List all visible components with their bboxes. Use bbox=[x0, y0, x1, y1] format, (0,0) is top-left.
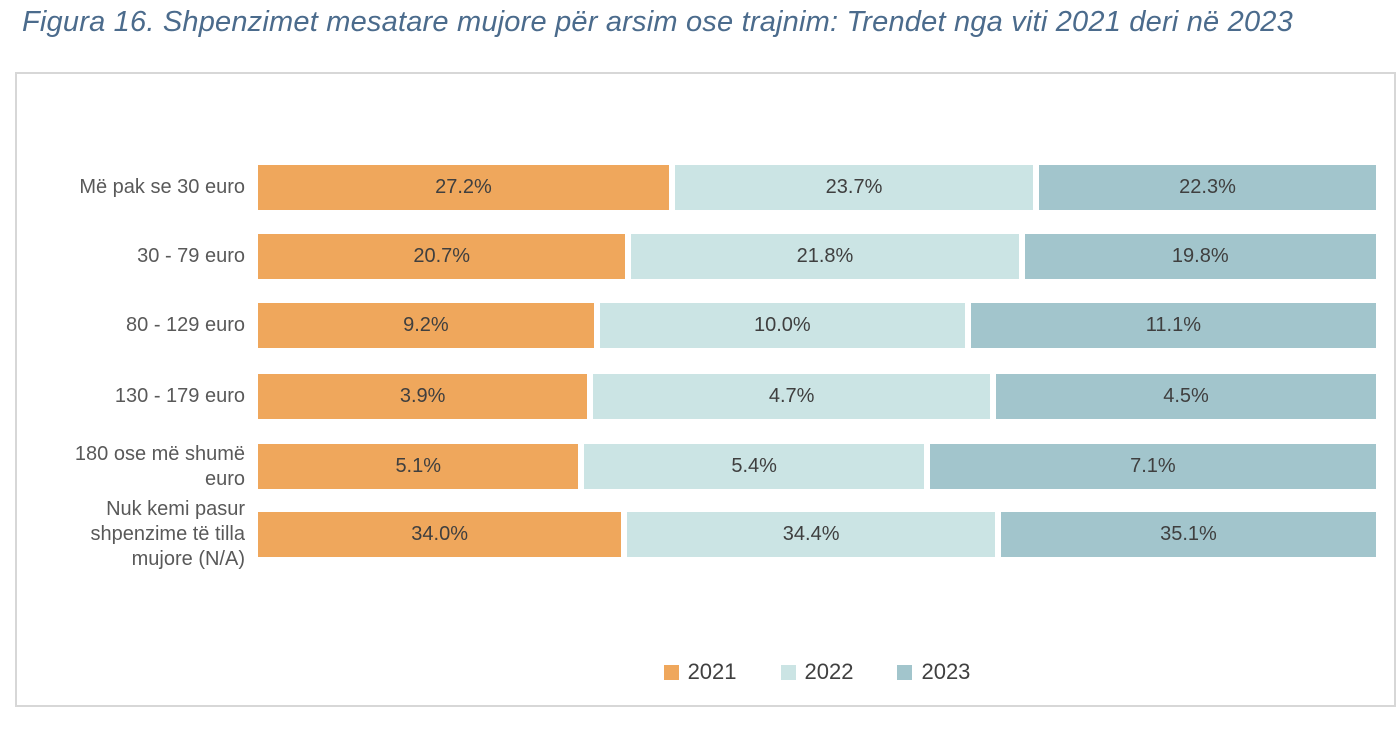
bar-segment-2022: 5.4% bbox=[584, 444, 924, 489]
value-label: 7.1% bbox=[1130, 455, 1176, 477]
legend-swatch-icon bbox=[897, 664, 913, 680]
bar-segments: 9.2% 10.0% 11.1% bbox=[258, 303, 1376, 348]
value-label: 4.7% bbox=[768, 385, 815, 407]
value-label: 3.9% bbox=[399, 385, 446, 407]
category-label: 130 - 179 euro bbox=[114, 385, 245, 407]
bar-segments: 5.1% 5.4% 7.1% bbox=[258, 444, 1376, 489]
category-label: 180 ose më shumë euro bbox=[74, 442, 245, 490]
chart-legend: 2021 2022 2023 bbox=[258, 659, 1376, 685]
value-label: 21.8% bbox=[796, 245, 854, 267]
category-label: Më pak se 30 euro bbox=[79, 176, 245, 198]
value-label: 4.5% bbox=[1163, 385, 1209, 407]
value-label: 5.4% bbox=[731, 455, 777, 477]
bar-segment-2022: 34.4% bbox=[627, 512, 995, 557]
bar-row: Nuk kemi pasur shpenzime të tilla mujore (… bbox=[17, 498, 1376, 570]
value-label: 9.2% bbox=[403, 314, 449, 336]
bar-segment-2023: 4.5% bbox=[996, 374, 1376, 419]
chart-container: Më pak se 30 euro 27.2% 23.7% 22.3% 30 - 79 … bbox=[15, 72, 1396, 707]
bar-segment-2023: 35.1% bbox=[1000, 512, 1376, 557]
bar-segment-2021: 3.9% bbox=[258, 374, 588, 419]
legend-item-2021: 2021 bbox=[663, 659, 737, 685]
value-label: 19.8% bbox=[1171, 245, 1229, 267]
bar-segment-2022: 10.0% bbox=[599, 303, 965, 348]
bar-segment-2022: 4.7% bbox=[593, 374, 991, 419]
legend-label: 2021 bbox=[687, 659, 737, 684]
bar-segment-2023: 11.1% bbox=[970, 303, 1376, 348]
bar-segment-2023: 19.8% bbox=[1024, 234, 1376, 279]
legend-label: 2022 bbox=[804, 659, 854, 684]
bar-segments: 34.0% 34.4% 35.1% bbox=[258, 512, 1376, 557]
bar-row: Më pak se 30 euro 27.2% 23.7% 22.3% bbox=[17, 165, 1376, 210]
bar-segment-2022: 23.7% bbox=[674, 165, 1034, 210]
bar-segment-2021: 34.0% bbox=[258, 512, 622, 557]
legend-label: 2023 bbox=[921, 659, 971, 684]
value-label: 27.2% bbox=[435, 176, 492, 198]
category-label: 30 - 79 euro bbox=[137, 245, 245, 267]
bar-segment-2022: 21.8% bbox=[631, 234, 1019, 279]
bar-segment-2021: 9.2% bbox=[258, 303, 594, 348]
bar-row: 30 - 79 euro 20.7% 21.8% 19.8% bbox=[17, 234, 1376, 279]
bar-segment-2021: 5.1% bbox=[258, 444, 579, 489]
bar-segment-2021: 27.2% bbox=[258, 165, 669, 210]
value-label: 35.1% bbox=[1160, 523, 1217, 545]
bar-row: 80 - 129 euro 9.2% 10.0% 11.1% bbox=[17, 303, 1376, 348]
value-label: 22.3% bbox=[1179, 176, 1236, 198]
legend-item-2023: 2023 bbox=[897, 659, 970, 685]
bar-segment-2023: 7.1% bbox=[929, 444, 1376, 489]
value-label: 34.4% bbox=[782, 523, 840, 545]
bar-segment-2023: 22.3% bbox=[1039, 165, 1376, 210]
bar-segment-2021: 20.7% bbox=[258, 234, 626, 279]
value-label: 23.7% bbox=[825, 176, 883, 198]
bar-segments: 20.7% 21.8% 19.8% bbox=[258, 234, 1376, 279]
value-label: 11.1% bbox=[1145, 314, 1202, 336]
category-label: Nuk kemi pasur shpenzime të tilla mujore (… bbox=[90, 498, 245, 570]
figure-title: Figura 16. Shpenzimet mesatare mujore pë… bbox=[22, 6, 1293, 38]
legend-item-2022: 2022 bbox=[780, 659, 854, 685]
bar-row: 130 - 179 euro 3.9% 4.7% 4.5% bbox=[17, 374, 1376, 419]
bar-row: 180 ose më shumë euro 5.1% 5.4% 7.1% bbox=[17, 442, 1376, 490]
value-label: 34.0% bbox=[411, 523, 469, 545]
bar-segments: 3.9% 4.7% 4.5% bbox=[258, 374, 1376, 419]
value-label: 5.1% bbox=[395, 455, 442, 477]
category-label: 80 - 129 euro bbox=[126, 314, 245, 336]
bar-segments: 27.2% 23.7% 22.3% bbox=[258, 165, 1376, 210]
legend-swatch-icon bbox=[780, 664, 796, 680]
legend-swatch-icon bbox=[663, 664, 679, 680]
value-label: 20.7% bbox=[413, 245, 471, 267]
value-label: 10.0% bbox=[753, 314, 811, 336]
